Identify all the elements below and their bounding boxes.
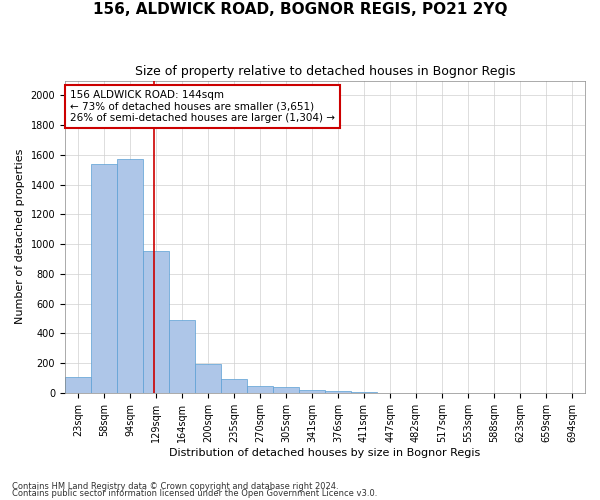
Title: Size of property relative to detached houses in Bognor Regis: Size of property relative to detached ho… [135, 65, 515, 78]
Bar [195, 364, 221, 393]
Bar [169, 320, 195, 393]
Text: Contains HM Land Registry data © Crown copyright and database right 2024.: Contains HM Land Registry data © Crown c… [12, 482, 338, 491]
Bar [247, 386, 272, 393]
Text: 156, ALDWICK ROAD, BOGNOR REGIS, PO21 2YQ: 156, ALDWICK ROAD, BOGNOR REGIS, PO21 2Y… [93, 2, 507, 18]
Text: Contains public sector information licensed under the Open Government Licence v3: Contains public sector information licen… [12, 490, 377, 498]
X-axis label: Distribution of detached houses by size in Bognor Regis: Distribution of detached houses by size … [169, 448, 481, 458]
Text: 156 ALDWICK ROAD: 144sqm
← 73% of detached houses are smaller (3,651)
26% of sem: 156 ALDWICK ROAD: 144sqm ← 73% of detach… [70, 90, 335, 123]
Bar [65, 377, 91, 393]
Bar [143, 251, 169, 393]
Bar [117, 160, 143, 393]
Bar [91, 164, 117, 393]
Bar [351, 392, 377, 393]
Bar [272, 388, 299, 393]
Bar [325, 391, 351, 393]
Y-axis label: Number of detached properties: Number of detached properties [15, 149, 25, 324]
Bar [221, 378, 247, 393]
Bar [299, 390, 325, 393]
